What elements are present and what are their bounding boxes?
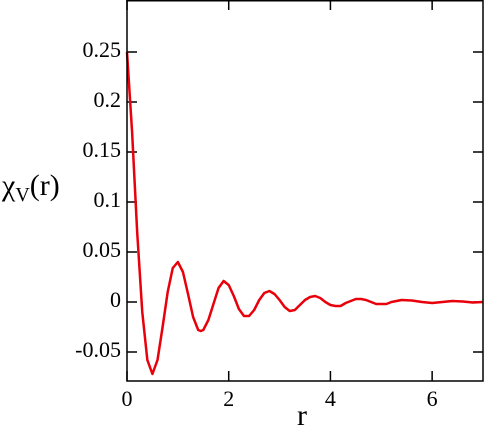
y-tick-label: 0.25 — [83, 37, 122, 62]
y-tick-label: 0.1 — [94, 187, 122, 212]
x-tick-label: 2 — [223, 386, 234, 411]
y-label-subscript: V — [15, 184, 30, 206]
plot-frame — [126, 0, 484, 382]
y-tick-label: 0.05 — [83, 237, 122, 262]
y-label-argument: (r) — [30, 169, 60, 202]
y-axis-label: χV(r) — [1, 169, 60, 206]
x-axis-label: r — [297, 399, 307, 432]
data-line — [125, 51, 484, 376]
x-tick-label: 6 — [427, 386, 438, 411]
y-tick-label: 0.2 — [94, 87, 122, 112]
y-label-symbol: χ — [1, 169, 16, 202]
y-tick-label: 0 — [110, 287, 121, 312]
y-tick-label: 0.15 — [83, 137, 122, 162]
x-tick-label: 4 — [325, 386, 336, 411]
x-tick-label: 0 — [122, 386, 133, 411]
y-tick-label: -0.05 — [75, 337, 121, 362]
